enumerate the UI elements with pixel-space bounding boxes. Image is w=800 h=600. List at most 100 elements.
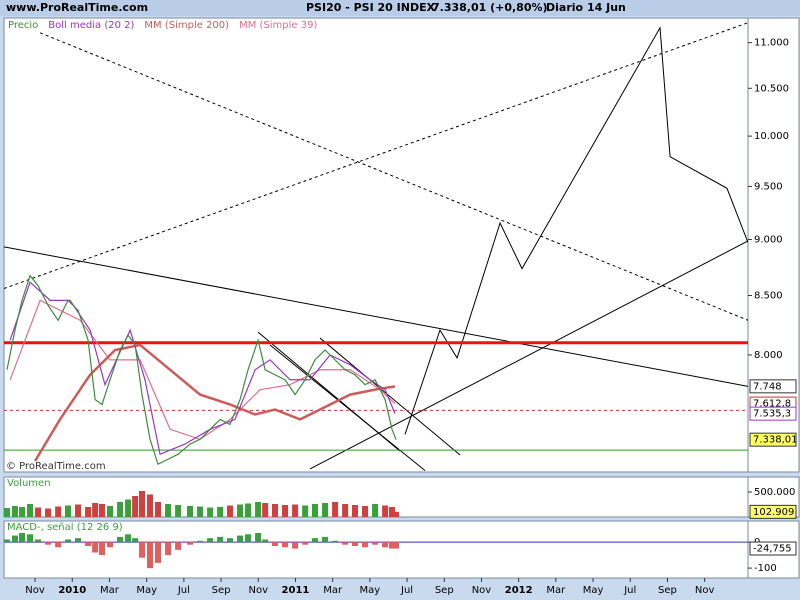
x-tick-label: Nov bbox=[695, 585, 715, 596]
bar bbox=[262, 503, 269, 517]
date: 14 Jun bbox=[587, 1, 626, 14]
bar bbox=[107, 542, 114, 548]
bar bbox=[197, 506, 204, 517]
bar bbox=[92, 503, 99, 517]
bar bbox=[75, 504, 82, 517]
bar bbox=[272, 542, 279, 546]
bar bbox=[19, 532, 26, 543]
chart-title: PSI20 - PSI 20 INDEX bbox=[306, 1, 436, 14]
bar bbox=[75, 538, 82, 543]
y-tick-label: -100 bbox=[754, 563, 777, 574]
bar bbox=[255, 502, 262, 517]
bar bbox=[85, 542, 92, 546]
bar bbox=[262, 539, 269, 543]
value-label: -24,755 bbox=[753, 544, 792, 555]
plot-area bbox=[4, 22, 748, 472]
bar bbox=[55, 542, 62, 548]
bar bbox=[282, 505, 289, 517]
bar bbox=[362, 506, 369, 517]
series-line bbox=[33, 343, 396, 462]
bar bbox=[175, 505, 182, 517]
bar bbox=[311, 504, 318, 517]
bar bbox=[292, 542, 299, 549]
bar bbox=[302, 505, 309, 517]
bar bbox=[342, 504, 349, 517]
watermark: © ProRealTime.com bbox=[6, 461, 106, 472]
bar bbox=[382, 505, 389, 517]
bar bbox=[255, 532, 262, 543]
price-label-box bbox=[749, 432, 797, 447]
bar bbox=[207, 507, 214, 517]
bar bbox=[292, 504, 299, 517]
trend-line bbox=[404, 26, 748, 435]
bar bbox=[11, 535, 18, 543]
bar bbox=[382, 542, 389, 548]
x-tick-label: 2012 bbox=[505, 585, 533, 596]
trend-line bbox=[4, 246, 748, 387]
bar bbox=[372, 504, 379, 517]
bar bbox=[99, 542, 106, 556]
y-tick-label: 8.000 bbox=[754, 350, 783, 361]
bar bbox=[217, 536, 224, 543]
legend-entry: MM (Simple 39) bbox=[239, 20, 317, 31]
x-tick-label: Sep bbox=[435, 585, 454, 596]
bar bbox=[155, 542, 162, 563]
bar bbox=[117, 536, 124, 543]
bar bbox=[245, 534, 252, 543]
bar bbox=[35, 507, 42, 517]
bar bbox=[165, 542, 172, 556]
bar bbox=[372, 542, 379, 545]
price-label-box bbox=[749, 406, 797, 421]
y-tick-label: 10.500 bbox=[754, 83, 789, 94]
bar bbox=[27, 534, 34, 543]
x-tick-label: Nov bbox=[248, 585, 268, 596]
bar bbox=[27, 504, 34, 517]
bar bbox=[388, 507, 395, 517]
price-label: 7.748 bbox=[753, 381, 782, 392]
price-label: 7.535,3 bbox=[753, 409, 791, 420]
x-tick-label: Nov bbox=[25, 585, 45, 596]
y-tick-label: 11.000 bbox=[754, 38, 789, 49]
x-tick-label: Jul bbox=[623, 585, 636, 596]
plot-area bbox=[4, 532, 748, 569]
bar bbox=[99, 504, 106, 517]
plot-area bbox=[4, 491, 400, 517]
bar bbox=[125, 534, 132, 543]
bar bbox=[197, 540, 204, 543]
trend-line bbox=[309, 240, 748, 470]
bar bbox=[35, 539, 42, 543]
bar bbox=[332, 502, 339, 517]
panel-title: Volumen bbox=[7, 478, 51, 489]
bar bbox=[237, 535, 244, 543]
panel bbox=[3, 17, 749, 473]
legend-entry: Boll media (20 2) bbox=[48, 20, 134, 31]
bar bbox=[393, 511, 400, 517]
bar bbox=[85, 507, 92, 517]
bar bbox=[125, 499, 132, 517]
bar bbox=[155, 502, 162, 517]
x-tick-label: Mar bbox=[323, 585, 343, 596]
bar bbox=[393, 542, 400, 549]
y-tick-label: 9.500 bbox=[754, 181, 783, 192]
source: www.ProRealTime.com bbox=[6, 1, 148, 14]
value-label: 102.909 bbox=[753, 507, 794, 518]
period: Diario bbox=[546, 1, 584, 14]
bar bbox=[332, 540, 339, 543]
x-tick-label: Sep bbox=[212, 585, 231, 596]
bar bbox=[322, 536, 329, 543]
bar bbox=[245, 503, 252, 517]
axis-panel bbox=[747, 17, 800, 473]
bar bbox=[351, 542, 358, 546]
legend-entry: Precio bbox=[8, 20, 38, 31]
bar bbox=[64, 539, 71, 543]
legend-entry: MM (Simple 200) bbox=[144, 20, 229, 31]
panel bbox=[3, 520, 749, 579]
bar bbox=[64, 505, 71, 517]
value-label-box bbox=[749, 504, 797, 519]
bar bbox=[175, 542, 182, 550]
bar bbox=[302, 542, 309, 545]
bar bbox=[362, 542, 369, 548]
x-tick-label: Jul bbox=[177, 585, 190, 596]
bar bbox=[132, 496, 139, 517]
